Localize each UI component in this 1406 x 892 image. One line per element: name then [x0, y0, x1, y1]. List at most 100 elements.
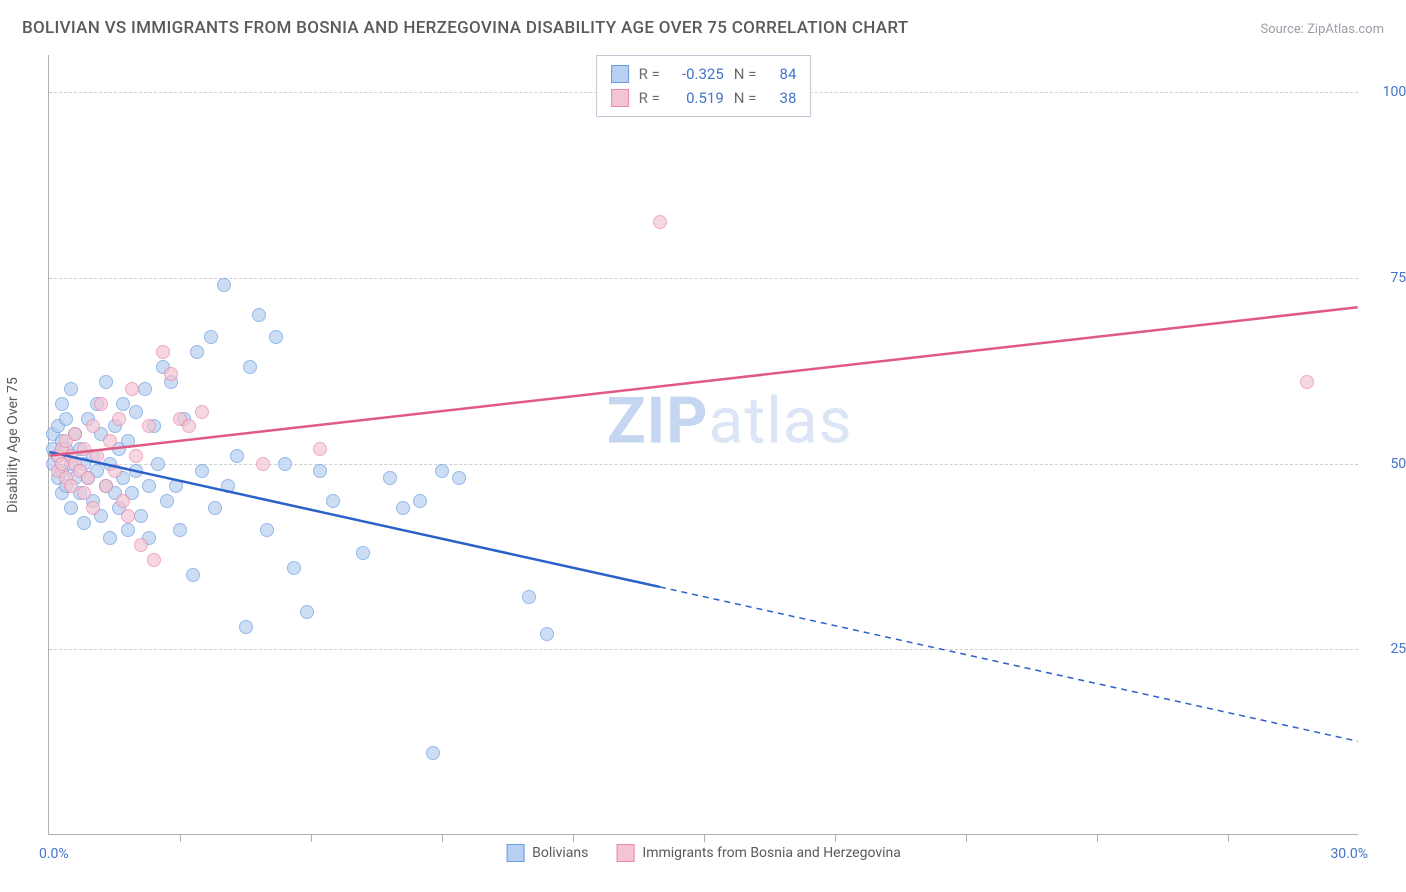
data-point [190, 345, 204, 359]
y-tick-label: 25.0% [1368, 641, 1406, 657]
regression-lines [49, 55, 1358, 834]
data-point [426, 746, 440, 760]
gridline [49, 464, 1358, 465]
x-tick [704, 834, 705, 842]
data-point [142, 419, 156, 433]
data-point [540, 627, 554, 641]
data-point [356, 546, 370, 560]
data-point [138, 382, 152, 396]
y-axis-label: Disability Age Over 75 [5, 377, 21, 513]
data-point [77, 442, 91, 456]
data-point [129, 405, 143, 419]
n-value: 84 [766, 62, 796, 86]
stats-row: R = -0.325 N = 84 [611, 62, 797, 86]
data-point [186, 568, 200, 582]
data-point [221, 479, 235, 493]
data-point [64, 382, 78, 396]
regression-line-dashed [660, 587, 1358, 741]
x-tick [1097, 834, 1098, 842]
r-label: R = [639, 86, 660, 110]
data-point [116, 397, 130, 411]
y-tick-label: 75.0% [1368, 270, 1406, 286]
data-point [103, 531, 117, 545]
data-point [217, 278, 231, 292]
series-swatch [506, 844, 524, 862]
data-point [269, 330, 283, 344]
data-point [125, 382, 139, 396]
x-tick [573, 834, 574, 842]
data-point [112, 412, 126, 426]
data-point [86, 419, 100, 433]
data-point [134, 509, 148, 523]
n-value: 38 [766, 86, 796, 110]
data-point [164, 367, 178, 381]
data-point [129, 464, 143, 478]
data-point [147, 553, 161, 567]
data-point [230, 449, 244, 463]
data-point [204, 330, 218, 344]
watermark-rest: atlas [709, 384, 853, 459]
data-point [182, 419, 196, 433]
stats-legend: R = -0.325 N = 84 R = 0.519 N = 38 [596, 55, 812, 117]
series-swatch [611, 65, 629, 83]
chart-area: ZIPatlas Disability Age Over 75 0.0% 30.… [48, 55, 1358, 835]
watermark: ZIPatlas [607, 384, 853, 459]
data-point [134, 538, 148, 552]
data-point [121, 523, 135, 537]
data-point [256, 457, 270, 471]
data-point [169, 479, 183, 493]
data-point [208, 501, 222, 515]
x-tick [966, 834, 967, 842]
data-point [522, 590, 536, 604]
x-axis-min-label: 0.0% [39, 846, 69, 862]
x-tick [180, 834, 181, 842]
data-point [121, 434, 135, 448]
data-point [1300, 375, 1314, 389]
series-swatch [616, 844, 634, 862]
data-point [121, 509, 135, 523]
data-point [77, 486, 91, 500]
watermark-bold: ZIP [607, 384, 709, 459]
data-point [452, 471, 466, 485]
data-point [195, 464, 209, 478]
data-point [68, 427, 82, 441]
data-point [59, 412, 73, 426]
data-point [435, 464, 449, 478]
data-point [313, 442, 327, 456]
data-point [64, 479, 78, 493]
legend-label: Immigrants from Bosnia and Herzegovina [642, 845, 901, 861]
r-value: -0.325 [670, 62, 724, 86]
data-point [64, 501, 78, 515]
data-point [94, 397, 108, 411]
data-point [160, 494, 174, 508]
regression-line [49, 307, 1357, 455]
data-point [413, 494, 427, 508]
data-point [278, 457, 292, 471]
data-point [173, 523, 187, 537]
data-point [239, 620, 253, 634]
gridline [49, 649, 1358, 650]
r-label: R = [639, 62, 660, 86]
data-point [653, 215, 667, 229]
series-swatch [611, 89, 629, 107]
data-point [260, 523, 274, 537]
data-point [142, 479, 156, 493]
data-point [99, 479, 113, 493]
data-point [116, 494, 130, 508]
stats-row: R = 0.519 N = 38 [611, 86, 797, 110]
x-axis-max-label: 30.0% [1330, 846, 1368, 862]
r-value: 0.519 [670, 86, 724, 110]
data-point [195, 405, 209, 419]
data-point [151, 457, 165, 471]
series-legend: Bolivians Immigrants from Bosnia and Her… [506, 844, 901, 862]
data-point [383, 471, 397, 485]
data-point [55, 397, 69, 411]
data-point [287, 561, 301, 575]
data-point [81, 471, 95, 485]
page-title: BOLIVIAN VS IMMIGRANTS FROM BOSNIA AND H… [22, 18, 908, 38]
data-point [90, 449, 104, 463]
data-point [77, 516, 91, 530]
x-tick [311, 834, 312, 842]
source-label: Source: ZipAtlas.com [1260, 22, 1384, 37]
y-tick-label: 50.0% [1368, 456, 1406, 472]
